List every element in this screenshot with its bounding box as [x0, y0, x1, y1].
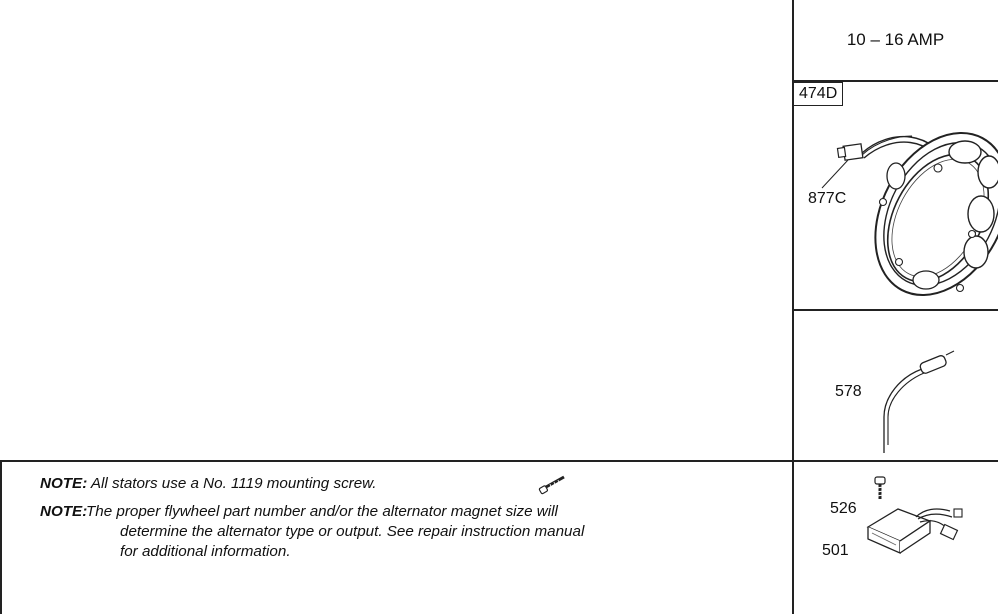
amp-rating-header: 10 – 16 AMP: [793, 0, 998, 80]
mounting-screw-icon: [538, 475, 565, 495]
note-line: for additional information.: [120, 543, 291, 560]
screw-part-label: 526: [830, 500, 857, 517]
note-text: All stators use a No. 1119 mounting scre…: [90, 475, 377, 492]
wire-part-label: 578: [835, 383, 862, 400]
note-line: The proper flywheel part number and/or t…: [86, 503, 558, 520]
regulator-illustration: [866, 476, 963, 554]
note-flywheel: The proper flywheel part number and/or t…: [86, 502, 786, 562]
grid-line-right-col-left: [792, 0, 794, 614]
stator-part-label: 877C: [808, 190, 847, 207]
stator-illustration: [821, 132, 998, 296]
grid-line-stator-bottom: [792, 309, 998, 311]
group-code-box: 474D: [793, 82, 844, 106]
grid-line-wire-bottom: [0, 460, 998, 462]
note-stator-screw: NOTE: All stators use a No. 1119 mountin…: [40, 474, 377, 494]
note-flywheel-label: NOTE:: [40, 502, 87, 522]
group-code-text: 474D: [799, 85, 838, 102]
grid-line-notes-left: [0, 460, 2, 614]
note-prefix: NOTE:: [40, 503, 88, 520]
grid-line-header-bottom: [792, 80, 998, 82]
screw-icon: [874, 476, 886, 499]
regulator-part-label: 501: [822, 542, 849, 559]
note-prefix: NOTE:: [40, 475, 88, 492]
sensor-wire-illustration: [883, 350, 955, 453]
amp-rating-text: 10 – 16 AMP: [846, 30, 945, 49]
note-line: determine the alternator type or output.…: [120, 523, 585, 540]
